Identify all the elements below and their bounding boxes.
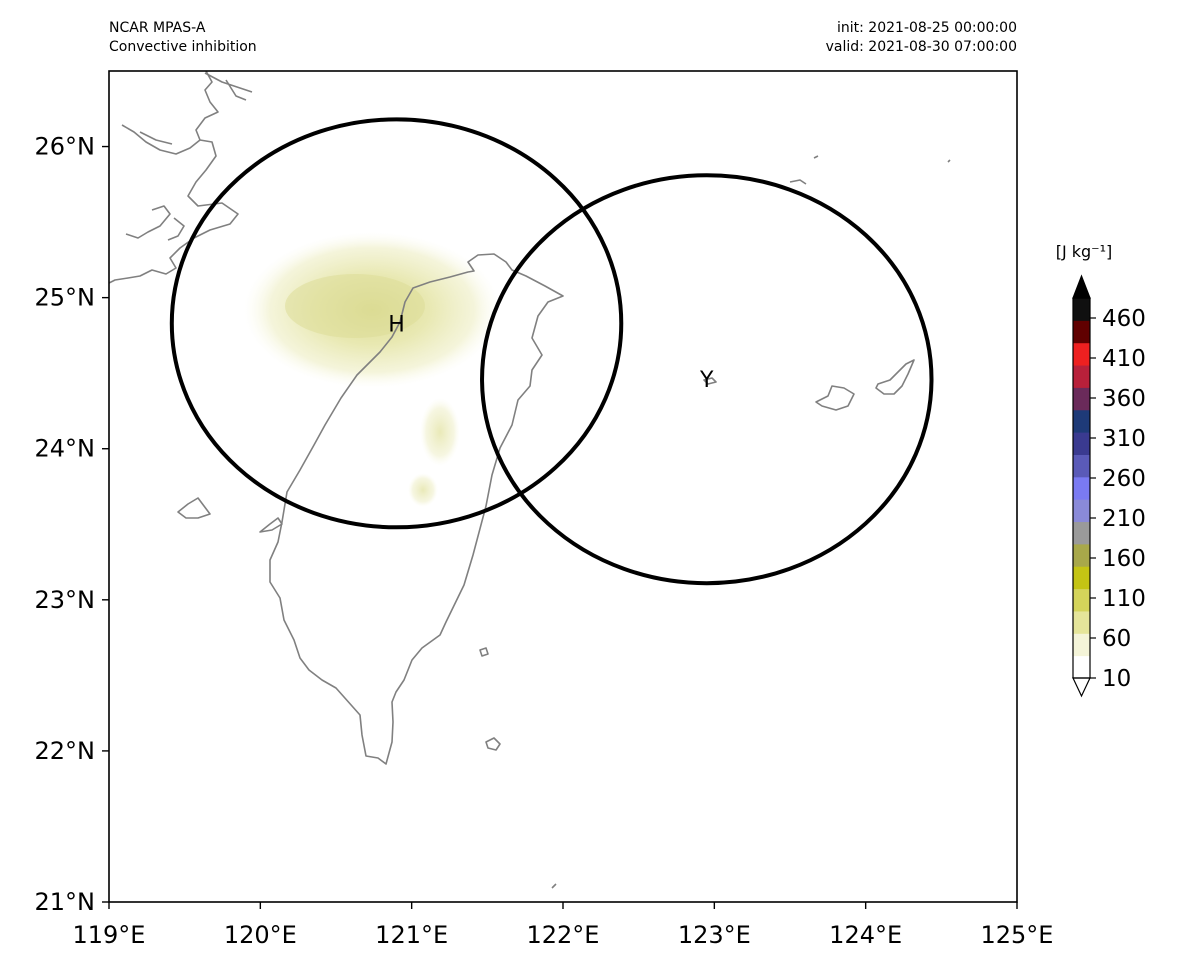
colorbar-segment <box>1073 588 1090 612</box>
colorbar-segment <box>1073 409 1090 433</box>
colorbar-segment <box>1073 298 1090 321</box>
init-time: init: 2021-08-25 00:00:00 <box>837 20 1017 36</box>
coastline-ishigaki <box>875 359 915 395</box>
cin-blob-south <box>408 473 438 507</box>
colorbar-segment <box>1073 543 1090 567</box>
colorbar-tick-label: 260 <box>1102 466 1146 492</box>
coastline-taiwan <box>269 253 564 765</box>
coastline-yonaguni <box>703 377 717 385</box>
lat-tick-label: 25°N <box>35 284 96 312</box>
lon-tick-label: 122°E <box>527 921 600 949</box>
lon-tick-label: 124°E <box>829 921 902 949</box>
colorbar-tick-label: 310 <box>1102 426 1146 452</box>
colorbar-tick-label: 110 <box>1102 586 1146 612</box>
colorbar-segment <box>1073 566 1090 590</box>
colorbar-segment <box>1073 365 1090 388</box>
colorbar-tick-label: 460 <box>1102 306 1146 332</box>
colorbar-segment <box>1073 342 1090 366</box>
model-name: NCAR MPAS-A <box>109 20 206 36</box>
coastline-orchid-small <box>551 159 951 889</box>
colorbar-tick-label: 210 <box>1102 506 1146 532</box>
colorbar-segment <box>1073 432 1090 455</box>
colorbar-tick-label: 60 <box>1102 626 1131 652</box>
lat-tick-label: 24°N <box>35 435 96 463</box>
storm-label-h: H <box>388 312 405 337</box>
colorbar-segment <box>1073 655 1090 679</box>
colorbar-tick-label: 10 <box>1102 666 1131 692</box>
lon-tick-label: 123°E <box>678 921 751 949</box>
coastline-mainland-north <box>121 124 201 155</box>
storm-circles: HY <box>169 117 934 586</box>
colorbar-segment <box>1073 610 1090 634</box>
coastline-mainland <box>109 71 239 284</box>
lon-tick-label: 120°E <box>224 921 297 949</box>
colorbar-tick-label: 360 <box>1102 386 1146 412</box>
colorbar-segment <box>1073 633 1090 657</box>
colorbar-extend-min <box>1072 677 1091 698</box>
storm-circle-y <box>480 173 934 586</box>
cin-field <box>244 232 500 507</box>
plot-header-left: NCAR MPAS-A Convective inhibition <box>109 19 257 57</box>
colorbar-segment <box>1073 387 1090 411</box>
lon-tick-label: 121°E <box>375 921 448 949</box>
colorbar-unit-label: [J kg⁻¹] <box>1056 242 1113 261</box>
lon-tick-label: 125°E <box>981 921 1054 949</box>
longitude-axis: 119°E 120°E 121°E 122°E 123°E 124°E 125°E <box>73 902 1054 949</box>
lat-tick-label: 21°N <box>35 888 96 916</box>
colorbar-extend-max <box>1072 274 1091 299</box>
plot-header-right: init: 2021-08-25 00:00:00 valid: 2021-08… <box>826 19 1017 57</box>
coastline-fujian-bays <box>125 205 185 241</box>
coastline-penghu <box>177 497 211 519</box>
storm-label-y: Y <box>699 368 714 393</box>
lon-tick-label: 119°E <box>73 921 146 949</box>
cin-blob-central <box>420 398 460 466</box>
colorbar-segment <box>1073 454 1090 478</box>
colorbar: 460 410 360 310 260 210 160 110 60 10 [J kg⁻¹] <box>1056 242 1146 698</box>
colorbar-segment <box>1073 499 1090 523</box>
coastline-lanyu <box>485 737 501 751</box>
colorbar-tick-label: 160 <box>1102 546 1146 572</box>
coastline-kinmen <box>259 517 283 533</box>
colorbar-segment <box>1073 521 1090 545</box>
coastline-iriomote <box>815 385 855 411</box>
cin-blob-north-core <box>285 274 425 338</box>
map-frame <box>108 70 1018 903</box>
lat-tick-label: 22°N <box>35 737 96 765</box>
latitude-axis: 21°N 22°N 23°N 24°N 25°N 26°N <box>35 133 109 916</box>
colorbar-segment <box>1073 320 1090 344</box>
colorbar-tick-label: 410 <box>1102 346 1146 372</box>
lat-tick-label: 23°N <box>35 586 96 614</box>
lat-tick-label: 26°N <box>35 133 96 161</box>
colorbar-segment <box>1073 476 1090 500</box>
coastline-greenisland <box>479 647 489 657</box>
colorbar-frame <box>1072 297 1091 679</box>
coastline-senkaku <box>789 155 819 185</box>
coastline-zhejiang-islands <box>139 72 253 145</box>
field-name: Convective inhibition <box>109 39 257 55</box>
storm-circle-h <box>169 117 624 530</box>
coastlines <box>109 71 951 889</box>
valid-time: valid: 2021-08-30 07:00:00 <box>825 39 1017 55</box>
